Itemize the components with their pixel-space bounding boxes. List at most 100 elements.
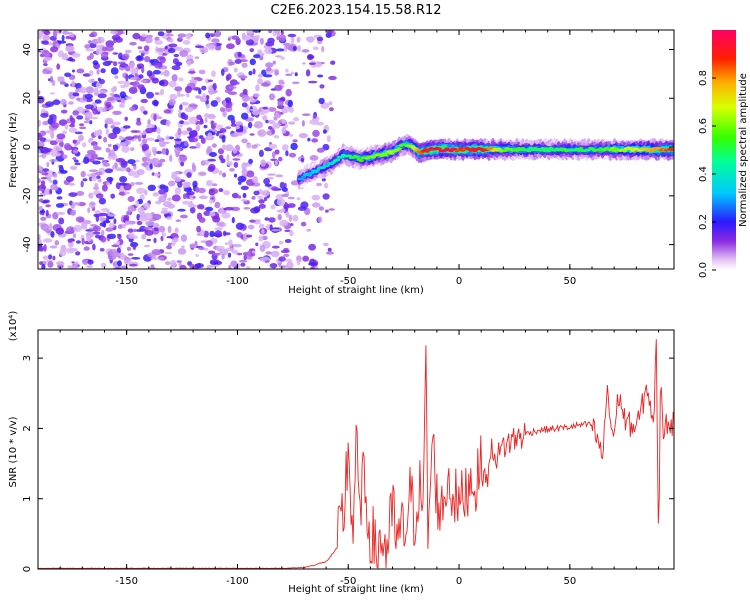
spectrogram-speckle — [281, 126, 287, 134]
spectrogram-speckle — [183, 140, 189, 147]
spectrogram-speckle — [40, 216, 47, 221]
spectrogram-speckle — [128, 232, 135, 239]
spectrogram-speckle — [137, 206, 145, 214]
spectrogram-speckle — [247, 224, 255, 230]
spectrogram-speckle — [105, 60, 114, 64]
spectrogram-speckle — [78, 86, 88, 94]
spectrogram-speckle — [85, 48, 95, 52]
spectrogram-speckle — [169, 154, 173, 162]
spectrogram-speckle — [270, 250, 280, 258]
y-tick-label: 0 — [22, 566, 33, 572]
spectrogram-speckle — [278, 156, 283, 162]
spectrogram-speckle — [38, 141, 45, 149]
spectrogram-speckle — [220, 206, 224, 215]
spectrogram-speckle — [308, 62, 316, 65]
spectrogram-speckle — [134, 181, 144, 185]
spectrogram-speckle — [195, 254, 199, 257]
spectrogram-speckle — [286, 261, 294, 269]
spectrogram-speckle — [207, 132, 213, 140]
spectrogram-speckle — [153, 149, 157, 156]
spectrogram-speckle — [125, 96, 133, 100]
spectrogram-speckle — [61, 34, 65, 42]
spectrogram-speckle — [108, 132, 118, 140]
spectrogram-speckle — [271, 128, 275, 135]
spectrogram-speckle — [219, 128, 227, 133]
spectrogram-speckle — [123, 125, 131, 129]
spectrogram-speckle — [172, 58, 179, 65]
spectrogram-speckle — [180, 130, 190, 135]
spectrogram-speckle — [221, 144, 227, 151]
spectrogram-speckle — [87, 207, 91, 214]
spectrogram-speckle — [62, 130, 67, 135]
spectrogram-speckle — [189, 243, 198, 249]
x-tick-label: -100 — [226, 576, 249, 587]
spectrogram-speckle — [136, 220, 143, 226]
spectrogram-speckle — [92, 108, 98, 115]
spectrogram-speckle — [206, 179, 213, 187]
spectrogram-speckle — [233, 161, 239, 168]
spectrogram-speckle — [154, 40, 163, 45]
spectrogram-speckle — [265, 260, 270, 263]
spectrogram-speckle — [247, 174, 253, 177]
spectrogram-speckle — [101, 262, 107, 269]
spectrogram-speckle — [82, 73, 92, 77]
spectrogram-speckle — [132, 32, 141, 40]
spectrogram-speckle — [306, 228, 312, 232]
spectrogram-speckle — [228, 86, 237, 89]
spectrogram-speckle — [96, 69, 100, 75]
spectrogram-speckle — [214, 230, 223, 238]
y-tick-label: 20 — [22, 92, 33, 105]
spectrogram-ridge-cell — [502, 149, 508, 153]
spectrogram-speckle — [99, 248, 105, 252]
spectrogram-speckle — [278, 256, 286, 262]
spectrogram-speckle — [233, 67, 238, 73]
spectrogram-speckle — [224, 242, 229, 246]
spectrogram-speckle — [109, 249, 113, 257]
spectrogram-speckle — [252, 68, 256, 75]
spectrogram-speckle — [161, 232, 167, 237]
spectrogram-speckle — [104, 117, 114, 125]
spectrogram-speckle — [166, 33, 174, 37]
spectrogram-speckle — [184, 86, 192, 94]
spectrogram-speckle — [79, 123, 85, 127]
spectrogram-speckle — [232, 158, 241, 161]
spectrogram-speckle — [239, 125, 244, 133]
spectrogram-y-axis: -40 -20 0 20 40 — [22, 43, 674, 253]
spectrogram-speckle — [268, 120, 276, 125]
spectrogram-speckle — [112, 52, 119, 55]
spectrogram-speckle — [234, 59, 242, 64]
spectrogram-speckle — [125, 65, 131, 72]
spectrogram-speckle — [138, 50, 147, 54]
spectrogram-speckle — [195, 124, 201, 132]
spectrogram-speckle — [288, 106, 294, 113]
spectrogram-speckle — [111, 251, 120, 258]
spectrogram-speckle — [312, 114, 317, 119]
spectrogram-speckle — [183, 114, 189, 121]
spectrogram-speckle — [323, 182, 329, 189]
spectrogram-speckle — [195, 186, 200, 193]
spectrogram-speckle — [246, 234, 253, 238]
spectrogram-speckle — [143, 226, 153, 230]
spectrogram-speckle — [205, 78, 210, 84]
spectrogram-speckle — [231, 118, 236, 125]
spectrogram-speckle — [41, 40, 49, 45]
spectrogram-speckle — [198, 69, 206, 75]
spectrogram-speckle — [111, 34, 121, 41]
spectrogram-speckle — [174, 147, 181, 155]
spectrogram-speckle — [141, 162, 147, 167]
spectrogram-speckle — [110, 193, 116, 199]
spectrogram-ridge-cell — [526, 149, 532, 153]
spectrogram-speckle — [258, 235, 264, 242]
spectrogram-speckle — [227, 37, 231, 41]
spectrogram-speckle — [235, 125, 240, 129]
spectrogram-speckle — [287, 99, 293, 108]
spectrogram-speckle — [38, 246, 44, 252]
spectrogram-speckle — [221, 212, 231, 219]
spectrogram-speckle — [198, 195, 208, 200]
spectrogram-speckle — [70, 209, 76, 216]
colorbar: 0.0 0.2 0.4 0.6 0.8 Normalized spectral ampl… — [698, 30, 749, 278]
spectrogram-speckle — [96, 157, 105, 160]
spectrogram-speckle — [197, 120, 204, 125]
spectrogram-speckle — [84, 111, 93, 119]
spectrogram-speckle — [42, 255, 50, 260]
